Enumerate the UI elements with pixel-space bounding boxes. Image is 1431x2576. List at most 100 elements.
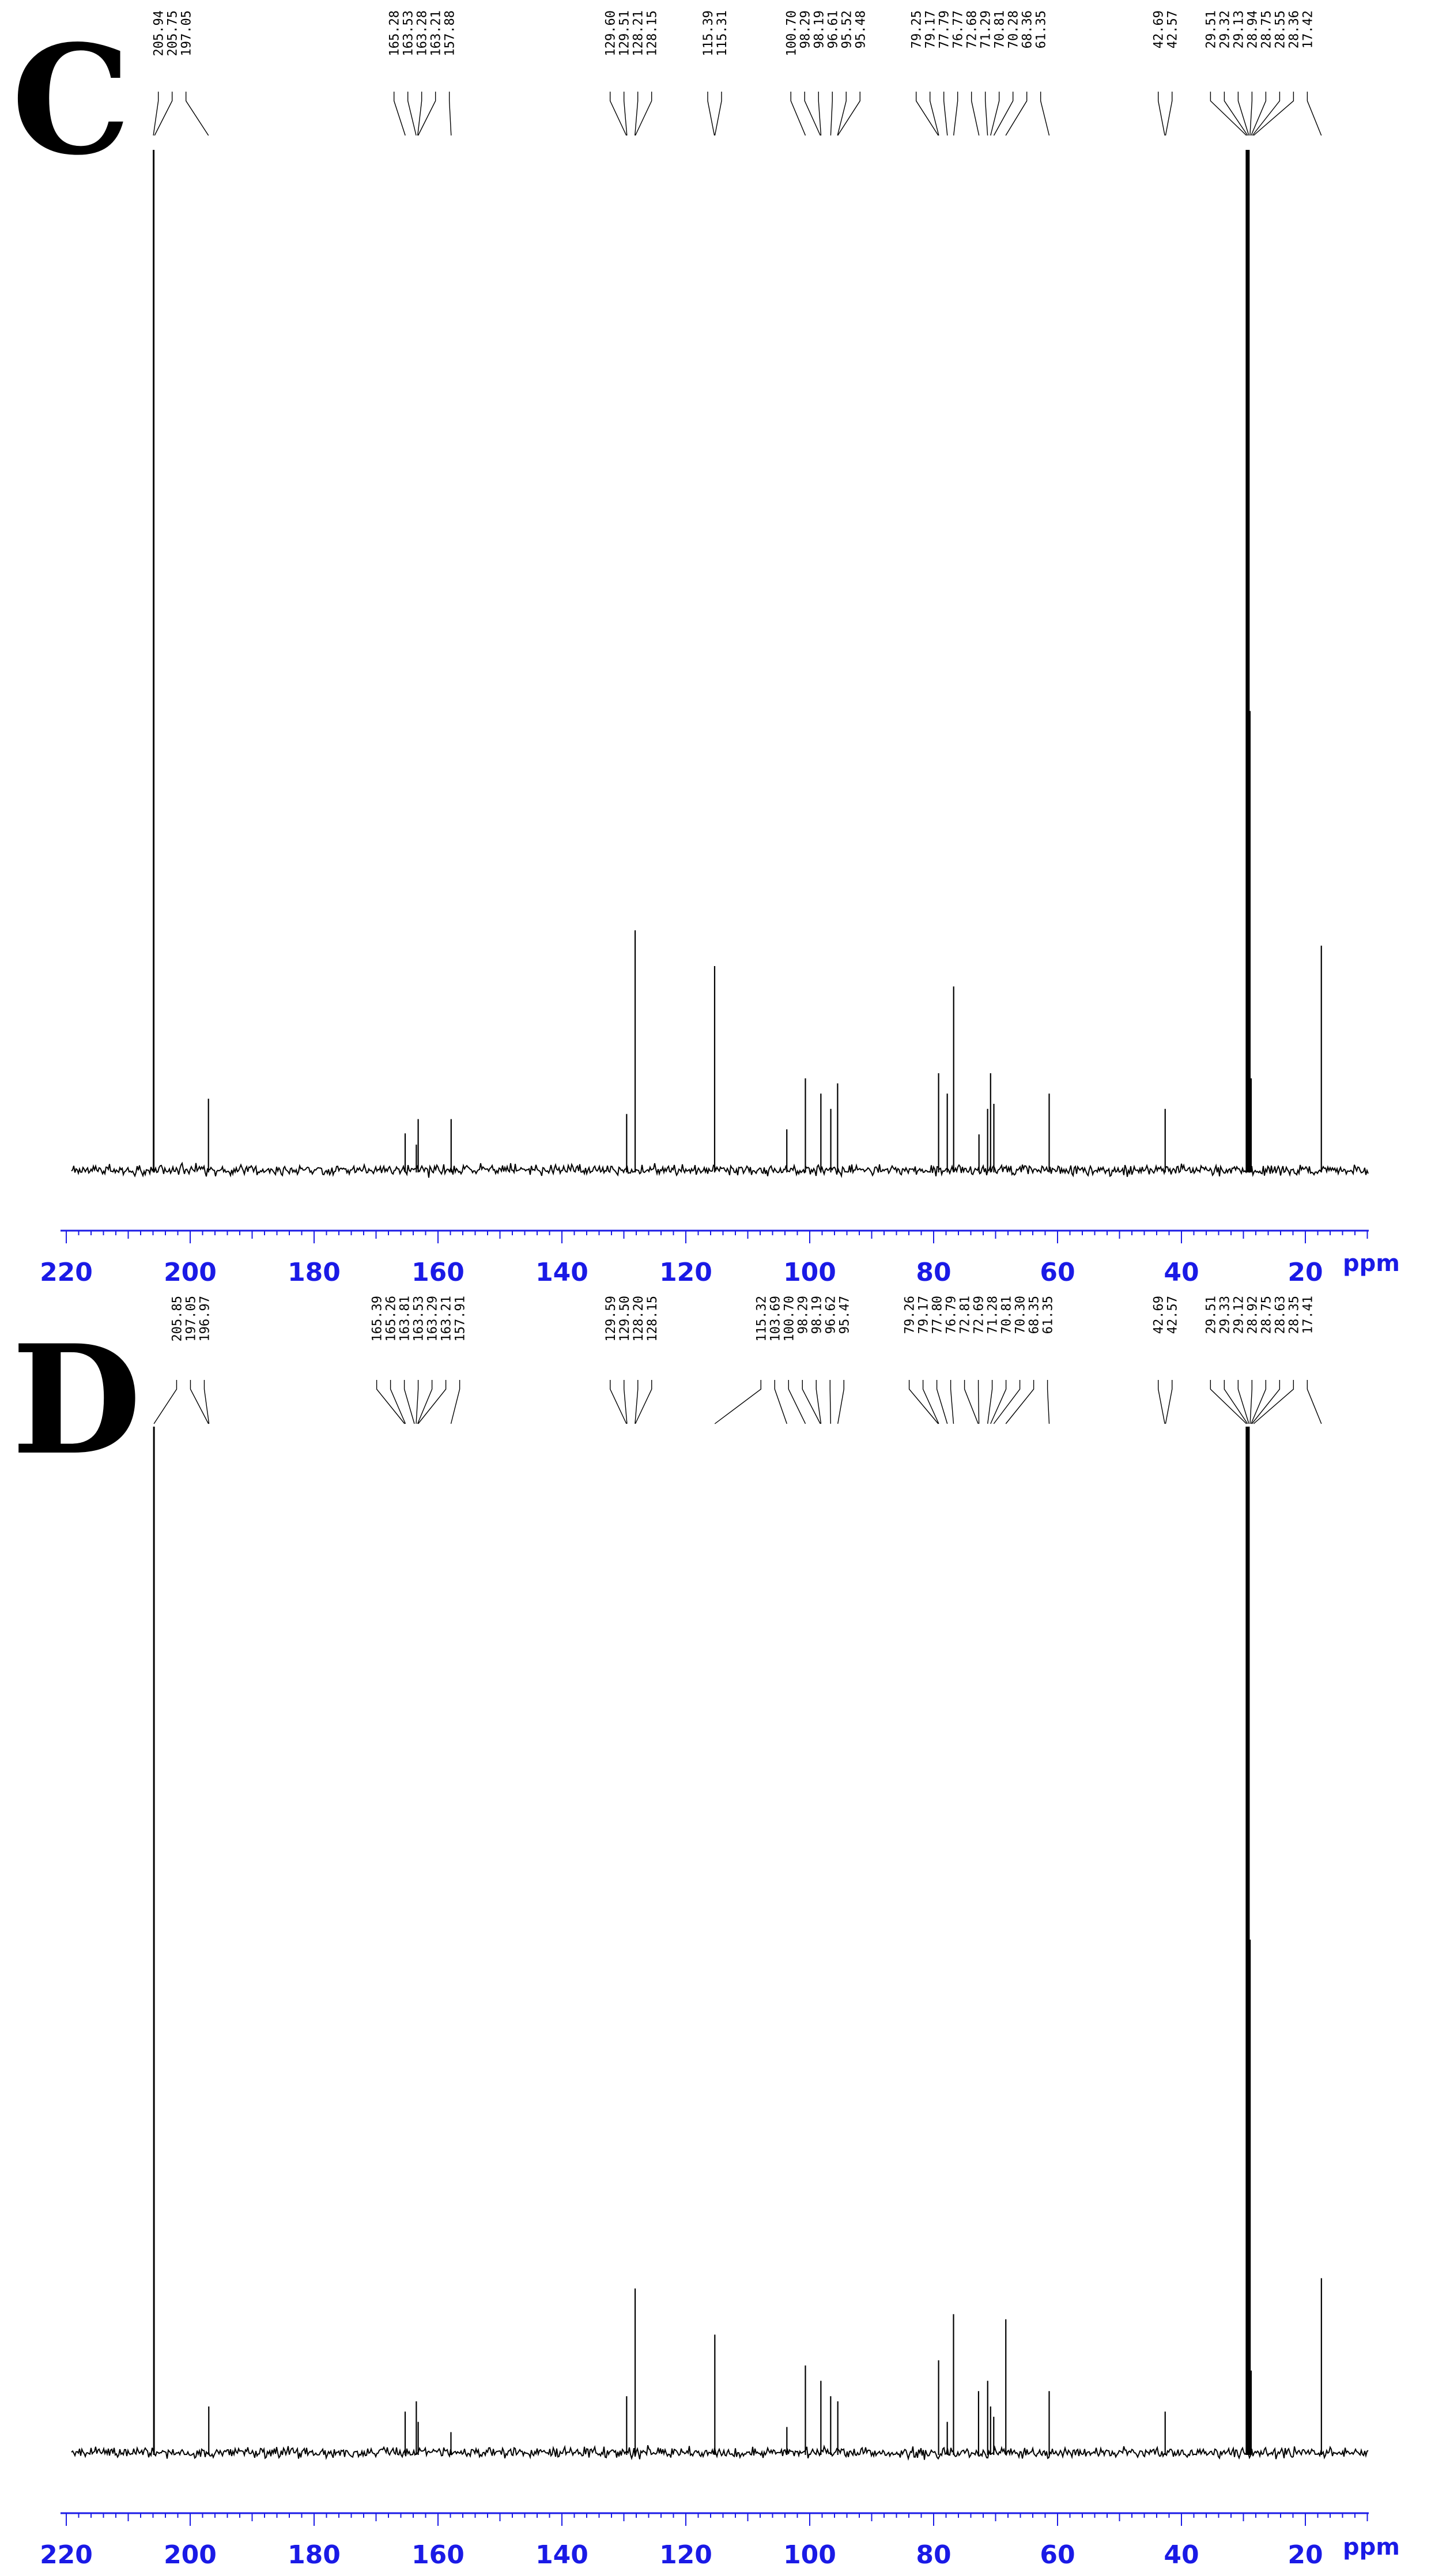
peak-label: 61.35 <box>1034 10 1049 48</box>
peak-label: 163.53 <box>412 1296 426 1341</box>
peak-label: 70.28 <box>1007 10 1021 48</box>
peak-label: 71.28 <box>986 1296 1000 1334</box>
peak-label-connector <box>953 92 958 136</box>
x-tick-label: 40 <box>1164 2540 1199 2570</box>
peak-label-connector <box>153 92 159 136</box>
x-tick-label: 100 <box>783 2540 836 2570</box>
peak-label-connector <box>804 92 821 136</box>
peak-label-connector <box>154 92 173 136</box>
x-tick-label: 80 <box>916 1258 951 1287</box>
peak-label: 163.29 <box>426 1296 440 1341</box>
peak-label: 103.69 <box>768 1296 783 1341</box>
peak-label: 165.28 <box>388 10 402 56</box>
peak-label-connector <box>987 1380 993 1424</box>
x-tick-label: 220 <box>40 1258 93 1287</box>
peak-label: 68.36 <box>1021 10 1035 48</box>
peak-label-connector <box>1251 1380 1267 1424</box>
peak-label-connector <box>390 1380 406 1424</box>
peak-label: 163.21 <box>440 1296 454 1341</box>
peak-label-connector <box>1237 92 1249 136</box>
x-tick-label: 60 <box>1040 1258 1075 1287</box>
x-tick-label: 120 <box>659 1258 712 1287</box>
peak-label-connector <box>971 92 980 136</box>
peak-label-connector <box>1307 1380 1322 1424</box>
peak-label-connector <box>448 92 452 136</box>
peak-label-connector <box>950 1380 954 1424</box>
peak-label: 28.75 <box>1259 1296 1274 1334</box>
x-tick-label: 220 <box>40 2540 93 2570</box>
peak-label: 98.19 <box>812 10 826 48</box>
peak-label-connector <box>936 1380 948 1424</box>
peak-label: 70.81 <box>993 10 1007 48</box>
peak-label: 96.61 <box>826 10 840 48</box>
peak-label-connector <box>1005 1380 1034 1424</box>
spectrum-panel-d: D 205.85 197.05 196.97 165.39 165.26 163.81 16… <box>12 1296 1400 2570</box>
peak-label-connector <box>908 1380 939 1424</box>
peak-label-connector <box>1251 92 1267 136</box>
peak-label-connector <box>450 1380 460 1424</box>
peak-label: 129.60 <box>604 10 618 56</box>
peak-label: 29.33 <box>1218 1296 1232 1334</box>
peak-label: 129.59 <box>604 1296 618 1341</box>
peak-label-connector <box>993 92 1014 136</box>
peak-label: 157.91 <box>454 1296 468 1341</box>
peak-label-connector <box>707 92 715 136</box>
peak-label-connector <box>416 1380 419 1424</box>
peak-label-connector <box>830 92 833 136</box>
peak-label: 29.51 <box>1204 1296 1218 1334</box>
peak-label: 128.20 <box>632 1296 646 1341</box>
peak-label: 115.39 <box>701 10 716 56</box>
x-tick-label: 80 <box>916 2540 951 2570</box>
peak-label-connector <box>610 1380 627 1424</box>
x-tick-label: 160 <box>411 2540 465 2570</box>
peak-label-connector <box>153 1380 178 1424</box>
peak-label-connector <box>190 1380 209 1424</box>
peak-label-connector <box>1253 1380 1294 1424</box>
peak-label-connector <box>1040 92 1050 136</box>
peak-label-connector <box>403 1380 415 1424</box>
peak-label: 163.53 <box>402 10 416 56</box>
x-axis-unit-label: ppm <box>1343 1250 1400 1277</box>
peak-label-connector <box>624 1380 628 1424</box>
peak-label: 129.50 <box>618 1296 632 1341</box>
peak-label: 70.81 <box>1000 1296 1014 1334</box>
peak-label-connector <box>922 1380 939 1424</box>
peak-label-connector <box>417 92 422 136</box>
spectrum-baseline <box>71 1161 1369 1178</box>
peak-label-connector <box>185 92 209 136</box>
peak-label-connector <box>1158 1380 1165 1424</box>
peak-label: 163.21 <box>429 10 444 56</box>
peak-label: 29.32 <box>1218 10 1232 48</box>
peak-label-connector <box>1252 92 1281 136</box>
x-tick-label: 180 <box>288 2540 341 2570</box>
peak-label: 71.29 <box>979 10 994 48</box>
peak-label: 79.17 <box>917 1296 931 1334</box>
peak-label-connector <box>393 92 406 136</box>
peak-label-connector <box>1047 1380 1050 1424</box>
peak-label-connector <box>990 1380 1007 1424</box>
peak-label: 128.15 <box>645 1296 660 1341</box>
peak-label-connector <box>815 1380 822 1424</box>
peak-label-connector <box>407 92 417 136</box>
peak-label: 196.97 <box>198 1296 212 1341</box>
peak-label: 98.19 <box>810 1296 824 1334</box>
panel-letter-d: D <box>12 1312 141 1488</box>
peak-label: 28.63 <box>1273 1296 1287 1334</box>
peak-label: 28.94 <box>1245 10 1260 48</box>
peak-label: 115.31 <box>715 10 730 56</box>
peak-label: 77.80 <box>931 1296 945 1334</box>
peak-label: 197.05 <box>180 10 194 56</box>
x-tick-label: 140 <box>535 1258 588 1287</box>
panel-letter-c: C <box>12 13 131 188</box>
peak-label-connector <box>993 1380 1021 1424</box>
peak-label-connector <box>818 92 822 136</box>
peak-label: 76.77 <box>952 10 966 48</box>
peak-label: 72.68 <box>965 10 980 48</box>
x-tick-label: 40 <box>1164 1258 1199 1287</box>
peak-label-connector <box>837 92 860 136</box>
peak-label-connector <box>1210 1380 1247 1424</box>
peak-label-connector <box>623 92 628 136</box>
peak-label: 157.88 <box>443 10 458 56</box>
peak-label-connector <box>1165 1380 1173 1424</box>
peak-label: 98.29 <box>798 10 813 48</box>
